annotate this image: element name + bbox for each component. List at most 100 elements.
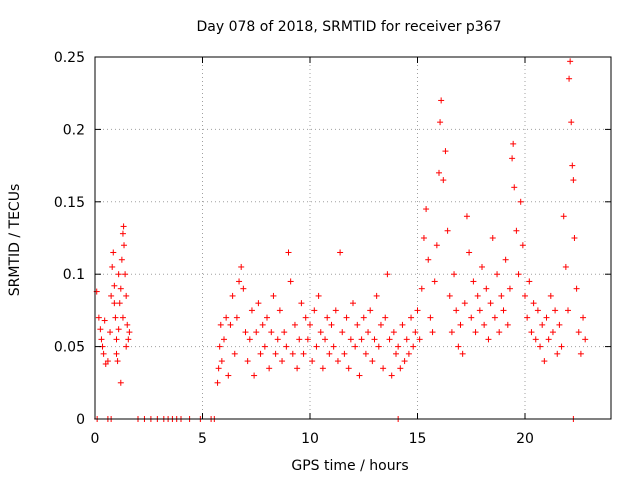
data-point (513, 227, 520, 234)
y-tick-label: 0 (76, 412, 85, 428)
data-point (326, 350, 333, 357)
data-point (395, 343, 402, 350)
data-point (117, 379, 124, 386)
data-point (101, 317, 108, 324)
data-point (565, 307, 571, 314)
data-point (510, 140, 517, 147)
data-point (365, 329, 372, 336)
data-point (494, 271, 501, 278)
data-point (405, 350, 412, 357)
data-point (373, 292, 380, 299)
data-point (375, 343, 382, 350)
data-point (122, 271, 129, 278)
data-point (552, 307, 559, 314)
data-point (350, 300, 356, 307)
data-point (580, 314, 587, 321)
data-point (515, 271, 522, 278)
data-point (287, 278, 294, 285)
data-point (453, 307, 460, 314)
data-point (485, 336, 492, 343)
data-point (334, 358, 341, 365)
data-point (298, 300, 305, 307)
data-point (279, 358, 286, 365)
data-point (470, 278, 477, 285)
data-point (569, 162, 576, 169)
plot-frame (94, 56, 612, 420)
data-point (558, 343, 565, 350)
data-point (427, 314, 434, 321)
data-point (582, 336, 589, 343)
data-point (519, 242, 526, 249)
y-tick-label: 0.05 (54, 340, 85, 356)
data-point (217, 321, 224, 328)
data-point (126, 329, 133, 336)
data-point (218, 358, 225, 365)
data-point (248, 307, 255, 314)
data-point (307, 321, 313, 328)
data-point (436, 169, 442, 176)
data-point (399, 321, 406, 328)
data-point (498, 292, 505, 299)
data-point (509, 155, 516, 162)
y-tick-label: 0.25 (54, 50, 85, 66)
data-point (369, 358, 376, 365)
data-point (429, 329, 436, 336)
data-point (225, 372, 232, 379)
data-point (322, 336, 329, 343)
chart-title: Day 078 of 2018, SRMTID for receiver p36… (196, 19, 501, 35)
data-point (107, 329, 114, 336)
data-point (110, 249, 117, 256)
data-point (487, 300, 494, 307)
data-point (304, 336, 311, 343)
data-point (560, 213, 567, 220)
data-point (444, 227, 451, 234)
data-point (461, 300, 468, 307)
data-point (410, 343, 417, 350)
data-point (216, 343, 223, 350)
data-point (457, 321, 464, 328)
data-point (253, 329, 260, 336)
data-point (123, 292, 130, 299)
data-point (246, 336, 253, 343)
data-point (393, 350, 399, 357)
data-point (281, 329, 288, 336)
data-point (451, 271, 458, 278)
data-point (549, 329, 556, 336)
data-point (123, 343, 130, 350)
data-point (524, 314, 531, 321)
y-axis-label: SRMTID / TECUs (7, 184, 23, 297)
x-axis-label: GPS time / hours (291, 458, 408, 474)
data-point (567, 58, 574, 65)
data-point (100, 350, 107, 357)
data-point (302, 314, 309, 321)
data-point (270, 292, 277, 299)
data-point (403, 336, 410, 343)
data-point (283, 343, 290, 350)
data-point (496, 329, 503, 336)
data-point (317, 329, 324, 336)
data-point (554, 350, 561, 357)
data-point (483, 285, 490, 292)
data-point (227, 321, 234, 328)
data-point (571, 235, 578, 241)
data-point (543, 314, 550, 321)
data-point (354, 321, 361, 328)
data-point (489, 235, 496, 241)
x-tick-label: 15 (409, 431, 427, 447)
data-point (294, 365, 301, 372)
data-point (112, 314, 119, 321)
data-point (433, 242, 440, 249)
data-point (289, 350, 296, 357)
data-point (577, 350, 584, 357)
data-point (311, 307, 318, 314)
data-point (125, 336, 132, 343)
data-point (214, 379, 221, 386)
data-point (459, 350, 466, 357)
data-point (408, 314, 415, 321)
data-point (328, 321, 335, 328)
data-point (446, 292, 453, 299)
data-point (268, 329, 275, 336)
data-point (463, 213, 470, 220)
x-tick-label: 0 (91, 431, 100, 447)
data-point (420, 235, 427, 241)
